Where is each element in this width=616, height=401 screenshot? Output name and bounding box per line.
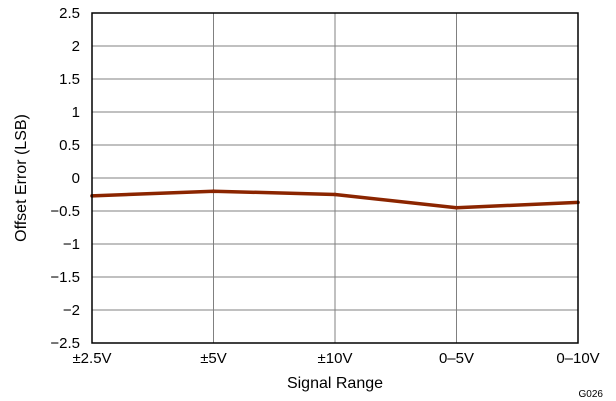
series-layer [90,189,580,210]
grid-lines [92,13,578,343]
data-point [211,189,216,193]
y-tick-label: −0.5 [50,203,80,220]
y-tick-label: −1 [63,236,80,253]
graph-code-label: G026 [579,389,604,400]
x-tick-label: 0–10V [556,350,599,367]
y-tick-labels: −2.5 −2 −1.5 −1 −0.5 0 0.5 1 1.5 2 2.5 [50,5,80,352]
y-tick-label: 0 [72,170,80,187]
plot-frame [91,12,579,344]
data-point [333,192,337,197]
x-tick-label: 0–5V [439,350,474,367]
x-tick-label: ±2.5V [72,350,111,367]
y-tick-label: −2 [63,302,80,319]
x-tick-labels: ±2.5V ±5V ±10V 0–5V 0–10V [72,350,599,367]
y-axis-title: Offset Error (LSB) [13,114,30,242]
x-tick-label: ±10V [318,350,353,367]
y-tick-label: 1.5 [59,71,80,88]
y-tick-label: −2.5 [50,335,80,352]
y-tick-label: −1.5 [50,269,80,286]
data-point [454,205,459,210]
y-tick-label: 2.5 [59,5,80,22]
y-tick-label: 1 [72,104,80,121]
x-axis-title: Signal Range [287,375,383,392]
y-tick-label: 0.5 [59,137,80,154]
y-tick-label: 2 [72,38,80,55]
x-tick-label: ±5V [200,350,227,367]
